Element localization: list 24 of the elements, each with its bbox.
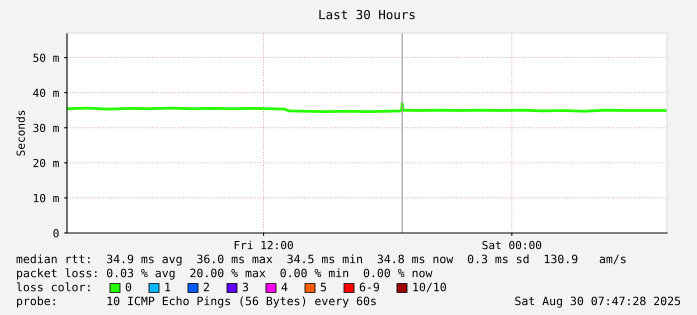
text: packet loss: 0.03 % avg 20.00 % max 0.00 % min 0.00 % now (17, 268, 432, 280)
y-tick-label: 10 m (34, 194, 59, 202)
text: probe: 10 ICMP Echo Pings (56 Bytes) every 60s (17, 296, 376, 308)
legend-label: 10/10 (413, 282, 446, 292)
x-tick-label: Fri 12:00 (234, 240, 293, 250)
y-tick-label: 30 m (33, 124, 59, 132)
legend-label: 1 (165, 282, 170, 292)
legend-label: 3 (242, 282, 248, 292)
y-axis-title: Seconds (16, 110, 25, 156)
legend-label: 4 (282, 282, 288, 292)
y-tick-label: 20 m (33, 158, 59, 168)
y-tick-label: 40 m (33, 88, 59, 98)
y-tick-label: 0 (53, 229, 59, 238)
line-series (67, 102, 667, 113)
legend-label: 6-9 (360, 282, 380, 292)
x-tick-label: Sat 00:00 (482, 240, 542, 250)
chart-title: Last 30 Hours (319, 10, 415, 20)
legend-title: loss color: (16, 282, 90, 292)
legend-label: 0 (126, 282, 132, 292)
y-tick-label: 50 m (33, 54, 59, 62)
legend-label: 5 (320, 282, 326, 292)
legend-label: 2 (204, 282, 209, 292)
text: Sat Aug 30 07:47:28 2025 (515, 296, 680, 308)
text: median rtt: 34.9 ms avg 36.0 ms max 34.5 ms min 34.8 ms now 0.3 ms sd 130.9 am/s (16, 254, 626, 266)
